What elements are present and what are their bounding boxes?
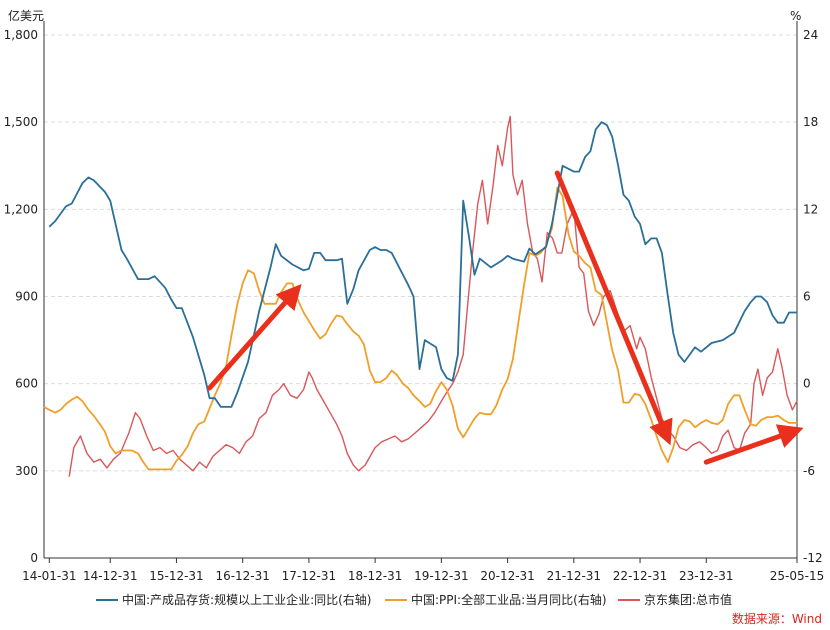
series-lines [43, 115, 798, 477]
legend-label-0: 中国:产成品存货:规模以上工业企业:同比(右轴) [122, 592, 372, 607]
series-line-2 [68, 115, 798, 477]
x-axis-tick: 15-12-31 [149, 569, 203, 583]
x-axis-tick: 17-12-31 [282, 569, 336, 583]
left-axis-tick: 300 [15, 464, 38, 478]
left-axis-tick: 600 [15, 377, 38, 391]
left-axis-tick: 1,800 [4, 28, 38, 42]
left-axis-tick: 1,500 [4, 115, 38, 129]
x-axis-tick: 19-12-31 [414, 569, 468, 583]
left-axis-tick: 900 [15, 290, 38, 304]
right-axis-tick: 0 [803, 377, 811, 391]
series-line-0 [48, 121, 797, 408]
legend-label-2: 京东集团:总市值 [644, 592, 732, 607]
x-axis-tick: 18-12-31 [348, 569, 402, 583]
right-axis-tick: -12 [803, 551, 823, 565]
right-axis-tick: 18 [803, 115, 818, 129]
x-axis-tick: 23-12-31 [679, 569, 733, 583]
x-axis-tick: 22-12-31 [613, 569, 667, 583]
right-axis-tick: -6 [803, 464, 815, 478]
left-axis-unit: 亿美元 [8, 8, 44, 23]
left-axis-tick: 0 [30, 551, 38, 565]
x-axis-tick: 21-12-31 [547, 569, 601, 583]
series-line-1 [43, 186, 797, 471]
right-axis-tick: 24 [803, 28, 818, 42]
right-axis-tick: 6 [803, 290, 811, 304]
trend-arrow-up [703, 424, 804, 465]
trend-arrow-up [207, 283, 302, 391]
right-axis-unit: % [790, 9, 801, 23]
legend-label-1: 中国:PPI:全部工业品:当月同比(右轴) [411, 592, 607, 607]
right-axis-tick: 12 [803, 202, 818, 216]
grid-lines [44, 34, 797, 472]
x-axis-tick: 25-05-15 [770, 569, 824, 583]
x-axis-tick: 14-12-31 [83, 569, 137, 583]
trend-arrow-down [554, 170, 673, 446]
x-axis-tick: 16-12-31 [215, 569, 269, 583]
x-axis-tick: 20-12-31 [480, 569, 534, 583]
legend: 中国:产成品存货:规模以上工业企业:同比(右轴) 中国:PPI:全部工业品:当月同… [96, 592, 732, 607]
source-label: 数据来源：Wind [732, 611, 822, 626]
axes: 0 -12 300 -6 600 0 900 6 1,200 12 1,500 18 1,800 24 14… [4, 21, 824, 583]
annotations [207, 170, 804, 465]
x-axis-tick: 14-01-31 [22, 569, 76, 583]
left-axis-tick: 1,200 [4, 202, 38, 216]
